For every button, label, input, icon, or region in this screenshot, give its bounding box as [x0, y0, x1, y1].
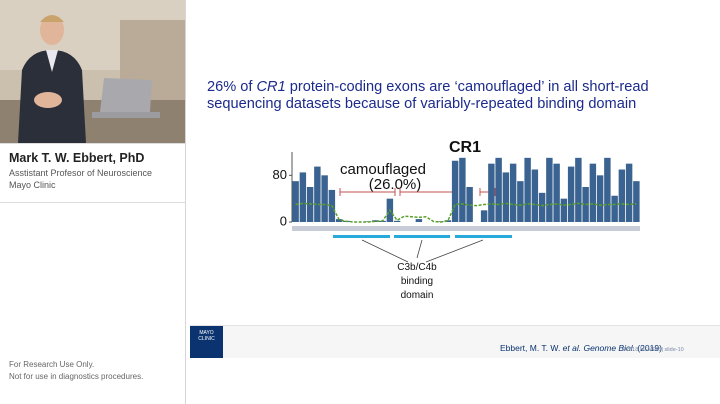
bar	[575, 157, 582, 222]
bar	[538, 192, 546, 222]
figure-title: CR1	[449, 139, 481, 156]
bar	[517, 181, 524, 222]
domain-label: domain	[401, 290, 434, 301]
bar	[321, 175, 328, 222]
bar	[560, 198, 568, 222]
disclaimer-line: For Research Use Only.	[9, 360, 95, 369]
bar	[451, 160, 459, 222]
bar	[524, 157, 531, 222]
slide: 26% of CR1 protein-coding exons are ‘cam…	[190, 0, 720, 366]
bar	[415, 219, 423, 222]
slide-title: 26% of CR1 protein-coding exons are ‘cam…	[207, 79, 677, 113]
bar	[292, 181, 299, 222]
bar	[299, 172, 307, 222]
logo-text: CLINIC	[198, 336, 215, 342]
speaker-name: Mark T. W. Ebbert, PhD	[9, 151, 145, 165]
bar	[596, 175, 604, 222]
speaker-role: Asstistant Profesor of Neuroscience	[9, 168, 153, 178]
gene-model	[292, 226, 640, 238]
domain-label: binding	[401, 276, 433, 287]
bar	[582, 187, 589, 222]
bar	[480, 210, 488, 222]
annotation: camouflaged	[340, 161, 426, 178]
logo: MAYO CLINIC	[190, 326, 223, 358]
speaker-affiliation: Mayo Clinic	[9, 180, 56, 190]
quality-line	[295, 202, 637, 223]
disclaimer-line: Not for use in diagnostics procedures.	[9, 372, 144, 381]
annotation: (26.0%)	[369, 176, 422, 193]
bar	[372, 220, 379, 222]
domain-connectors	[361, 239, 484, 263]
bar	[604, 157, 611, 222]
speaker-card: Mark T. W. Ebbert, PhD Asstistant Profes…	[0, 143, 185, 203]
y-tick-label: 0	[280, 213, 287, 228]
bar	[393, 220, 401, 222]
bar	[625, 163, 633, 222]
bar	[314, 166, 321, 222]
speaker-video	[0, 0, 185, 143]
bar	[633, 181, 640, 222]
citation-part: et al.	[562, 343, 582, 353]
bar	[589, 163, 597, 222]
domain-label: C3b/C4b	[397, 262, 437, 273]
coverage-figure: CR1 camouflaged (26.0%) C3b/C4b binding …	[273, 139, 640, 301]
bar	[509, 163, 517, 222]
bar	[459, 157, 466, 222]
citation-part: Genome Biol.	[581, 343, 635, 353]
bar	[611, 195, 618, 222]
bar	[553, 163, 560, 222]
copyright: ©2018 MFMER | slide-10	[622, 347, 684, 353]
slide-footer: MAYO CLINIC Ebbert, M. T. W. et al. Genom…	[190, 325, 720, 358]
bar	[531, 169, 539, 222]
logo-text: MAYO	[199, 330, 214, 336]
gene-name: CR1	[256, 79, 286, 95]
title-text: protein-coding exons are ‘camouflaged’ i…	[207, 79, 649, 112]
citation-part: Ebbert, M. T. W.	[500, 343, 563, 353]
bar	[488, 163, 495, 222]
speaker-panel: Mark T. W. Ebbert, PhD Asstistant Profes…	[0, 0, 186, 404]
bar	[335, 219, 343, 222]
bar	[618, 169, 626, 222]
title-text: 26% of	[207, 79, 257, 95]
bar	[444, 220, 452, 222]
bar	[546, 157, 553, 222]
bar	[466, 187, 473, 222]
bar	[502, 172, 510, 222]
bar	[495, 157, 502, 222]
bar	[567, 166, 575, 222]
citation: Ebbert, M. T. W. et al. Genome Biol. (20…	[500, 343, 662, 353]
y-tick-label: 80	[273, 167, 287, 182]
disclaimer: For Research Use Only. Not for use in di…	[9, 359, 143, 383]
citation-part: (2019)	[634, 343, 662, 353]
